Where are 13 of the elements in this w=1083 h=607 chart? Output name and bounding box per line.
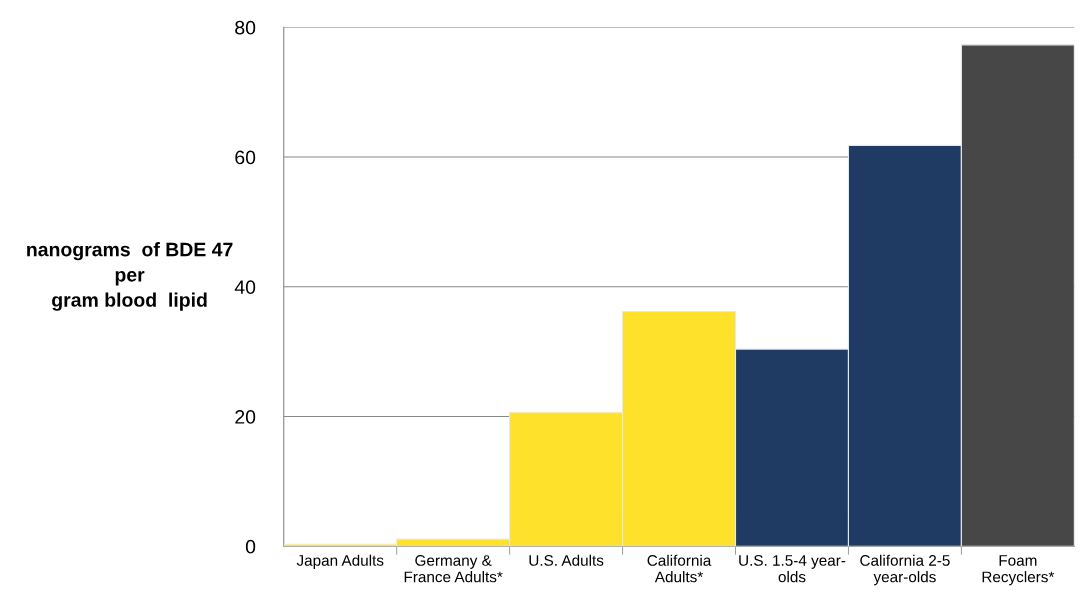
y-axis-title: nanograms of BDE 47 per gram blood lipid [27, 242, 233, 311]
x-tick-label: Foam Recyclers* [982, 555, 1055, 586]
y-tick-label: 60 [235, 150, 256, 165]
x-tick-label: California 2-5 year-olds [860, 554, 950, 586]
x-tick-label: California Adults* [647, 554, 712, 583]
y-tick-label: 40 [234, 280, 256, 295]
x-tick-label: U.S. Adults [529, 554, 604, 566]
y-tick-label: 0 [245, 539, 256, 554]
y-tick-label: 80 [235, 20, 256, 35]
x-tick-label: U.S. 1.5-4 year- olds [739, 555, 846, 583]
x-tick-label: Germany & France Adults* [404, 555, 503, 583]
x-tick-label: Japan Adults [296, 554, 384, 569]
y-tick-label: 20 [235, 410, 256, 424]
